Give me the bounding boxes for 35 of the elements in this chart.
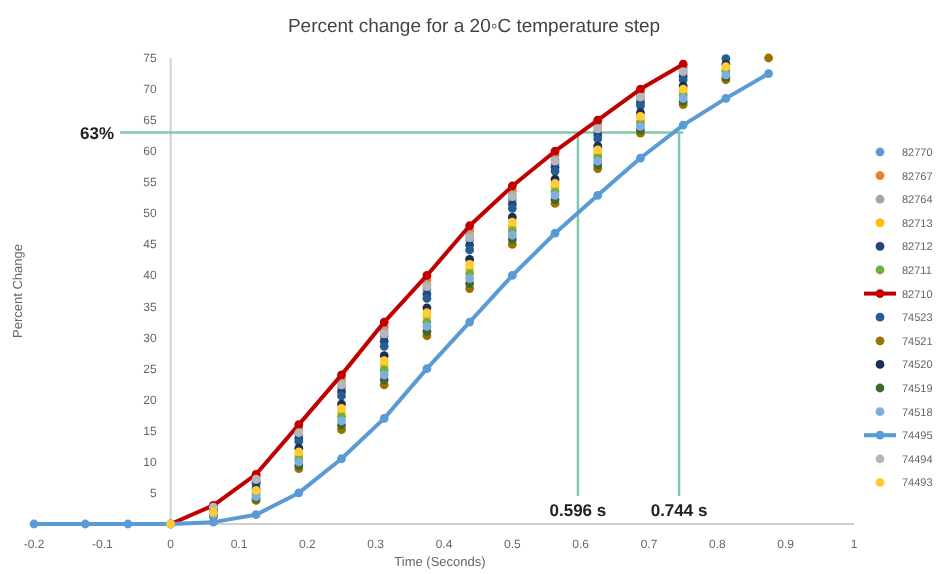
- point: [593, 190, 603, 200]
- point: [379, 341, 389, 351]
- ref-line-label: 0.744 s: [650, 500, 708, 520]
- point: [337, 404, 346, 413]
- point: [208, 517, 218, 527]
- point: [465, 221, 475, 231]
- ref-line-label: 63%: [79, 122, 115, 143]
- point: [379, 317, 389, 327]
- point: [550, 228, 560, 238]
- point: [721, 93, 731, 103]
- point: [422, 271, 432, 280]
- point: [422, 294, 432, 303]
- point: [507, 271, 517, 280]
- point: [251, 510, 261, 520]
- point: [123, 519, 133, 529]
- point: [422, 364, 432, 374]
- point: [678, 120, 688, 130]
- point: [29, 519, 39, 529]
- point: [465, 245, 475, 255]
- point: [507, 217, 517, 227]
- point: [764, 53, 773, 63]
- point: [294, 488, 304, 498]
- point: [465, 317, 475, 327]
- point: [379, 356, 389, 365]
- ref-line-label: 0.596 s: [549, 500, 607, 520]
- point: [636, 153, 645, 163]
- chart-title: Percent change for a 20◦C temperature step: [287, 16, 661, 38]
- point: [379, 413, 389, 423]
- point: [80, 519, 90, 529]
- point: [764, 69, 773, 78]
- point: [337, 454, 346, 464]
- point: [465, 274, 475, 283]
- point: [465, 259, 475, 269]
- point: [422, 322, 432, 331]
- point: [379, 370, 389, 380]
